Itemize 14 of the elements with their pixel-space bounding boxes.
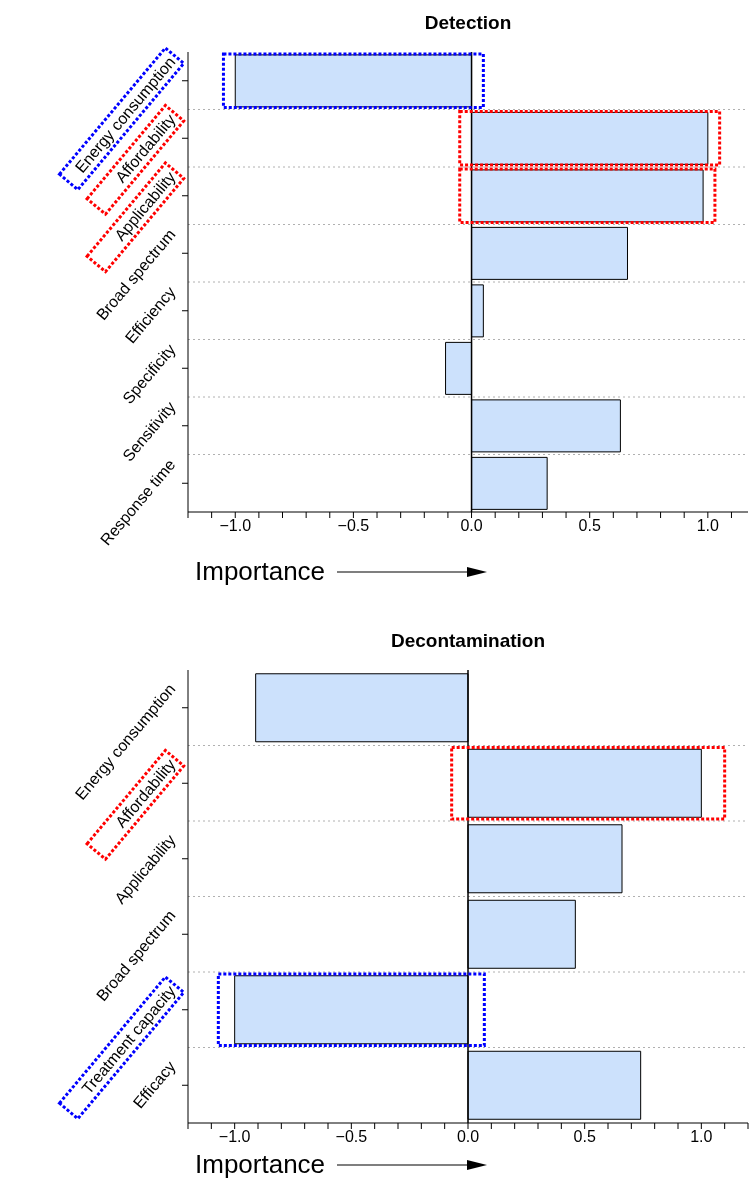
x-axis-title: Importance bbox=[195, 556, 326, 587]
x-tick-label: 0.0 bbox=[460, 517, 483, 535]
x-tick-label: 0.5 bbox=[578, 517, 601, 535]
x-axis-title: Importance bbox=[195, 1149, 326, 1180]
chart-title: Detection bbox=[423, 12, 513, 34]
x-tick-label: 0.0 bbox=[456, 1128, 480, 1146]
x-tick-label: −1.0 bbox=[219, 517, 252, 535]
x-tick-label: −0.5 bbox=[337, 517, 370, 535]
x-tick-label: 1.0 bbox=[696, 517, 720, 535]
x-tick-label: 0.5 bbox=[573, 1128, 596, 1146]
x-tick-label: −1.0 bbox=[218, 1128, 251, 1146]
x-tick-label: 1.0 bbox=[690, 1128, 713, 1146]
x-tick-label: −0.5 bbox=[335, 1128, 368, 1146]
chart-title: Decontamination bbox=[389, 630, 547, 652]
